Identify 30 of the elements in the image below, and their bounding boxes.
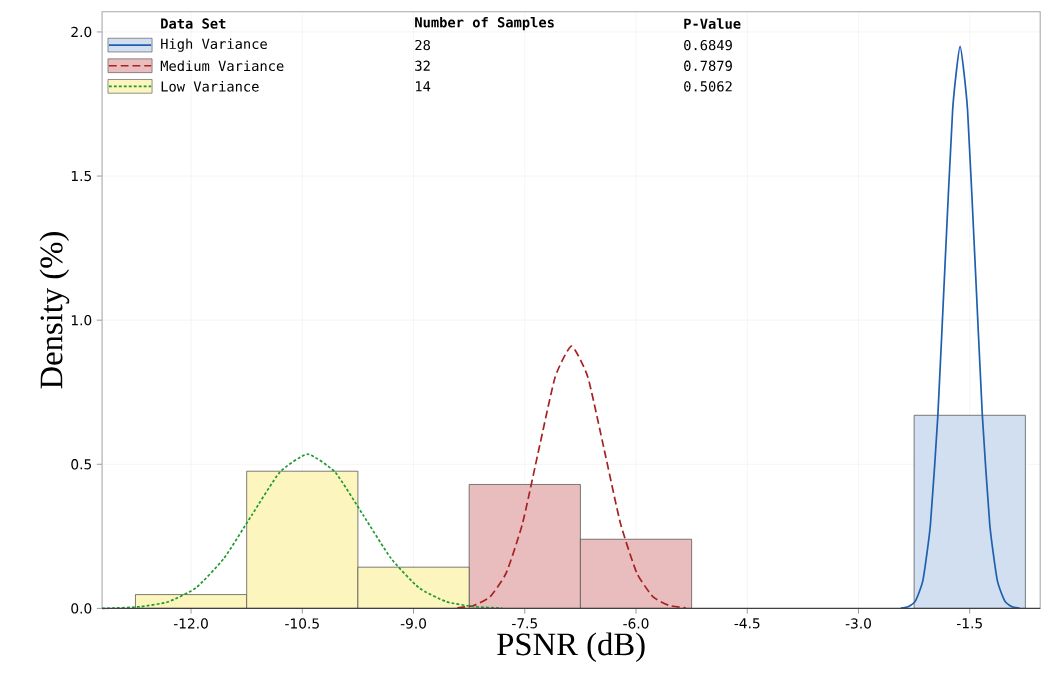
x-tick-label: -10.5 bbox=[285, 618, 319, 629]
x-tick-label: -9.0 bbox=[400, 618, 427, 629]
y-tick-label: 0.5 bbox=[71, 459, 91, 470]
legend-label: High Variance bbox=[161, 38, 267, 52]
x-tick-label: -7.5 bbox=[512, 618, 537, 629]
annotation: 14 bbox=[415, 81, 431, 92]
y-tick-label: 1.5 bbox=[71, 170, 91, 182]
x-tick-label: -4.5 bbox=[734, 618, 760, 629]
annotation: Number of Samples bbox=[415, 16, 554, 31]
annotation: 28 bbox=[415, 39, 430, 51]
annotation: Data Set bbox=[161, 18, 226, 29]
annotation: 0.6849 bbox=[684, 39, 732, 51]
y-tick-label: 2.0 bbox=[71, 26, 92, 38]
annotation: 0.5062 bbox=[684, 81, 732, 92]
y-axis-title: Density (%) bbox=[39, 232, 70, 389]
x-axis-title: PSNR (dB) bbox=[497, 632, 645, 662]
line-series bbox=[899, 45, 1021, 609]
x-tick-label: -12.0 bbox=[173, 618, 208, 629]
line-series bbox=[456, 345, 687, 609]
legend-label: Low Variance bbox=[161, 81, 259, 92]
annotation: P-Value bbox=[684, 18, 741, 29]
y-tick-label: 1.0 bbox=[71, 314, 92, 326]
legend-label: Medium Variance bbox=[160, 60, 284, 72]
line-series bbox=[101, 453, 504, 610]
annotation: 0.7879 bbox=[684, 60, 732, 71]
x-tick-label: -1.5 bbox=[957, 618, 982, 629]
y-tick-label: 0.0 bbox=[71, 603, 92, 614]
x-tick-label: -3.0 bbox=[845, 618, 871, 629]
annotation: 32 bbox=[415, 60, 430, 71]
x-tick-label: -6.0 bbox=[623, 618, 649, 629]
